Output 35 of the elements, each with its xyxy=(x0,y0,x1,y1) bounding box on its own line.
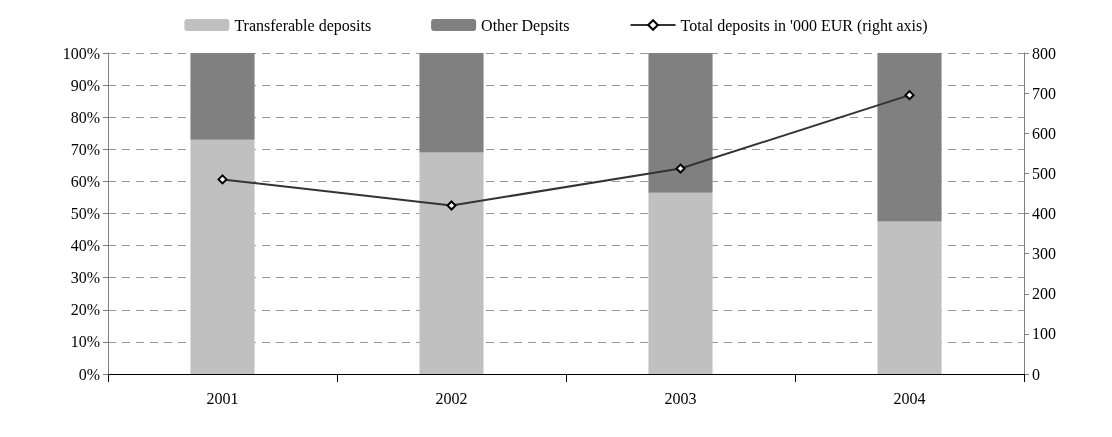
legend-label: Total deposits in '000 EUR (right axis) xyxy=(680,16,928,35)
y-tick-label: 30% xyxy=(70,269,100,287)
y-tick-label: 90% xyxy=(70,76,100,94)
bar xyxy=(877,221,942,374)
bar xyxy=(190,139,255,374)
bar xyxy=(877,53,942,222)
y-tick-label: 20% xyxy=(70,301,100,319)
y2-tick-label: 700 xyxy=(1032,84,1056,102)
y-tick-label: 0% xyxy=(78,365,100,383)
y2-tick-label: 200 xyxy=(1032,285,1056,303)
bar xyxy=(648,192,713,374)
y2-tick-label: 0 xyxy=(1032,365,1040,383)
bar xyxy=(190,53,255,140)
x-tick-label: 2002 xyxy=(435,389,468,407)
y2-tick-label: 300 xyxy=(1032,245,1056,263)
y-tick-label: 100% xyxy=(62,44,100,62)
x-tick-label: 2004 xyxy=(893,389,926,407)
y2-tick-label: 800 xyxy=(1032,44,1056,62)
y2-tick-label: 600 xyxy=(1032,124,1056,142)
legend-label: Transferable deposits xyxy=(234,16,372,35)
x-tick-label: 2001 xyxy=(206,389,239,407)
bar xyxy=(419,53,484,153)
y-tick-label: 60% xyxy=(70,172,100,190)
y2-tick-label: 100 xyxy=(1032,325,1056,343)
x-tick-label: 2003 xyxy=(664,389,697,407)
y-tick-label: 70% xyxy=(70,140,100,158)
y-tick-label: 80% xyxy=(70,108,100,126)
bar xyxy=(419,152,484,374)
y-tick-label: 40% xyxy=(70,237,100,255)
y2-tick-label: 400 xyxy=(1032,205,1056,222)
y2-tick-label: 500 xyxy=(1032,164,1056,182)
y-tick-label: 50% xyxy=(70,205,100,222)
bar xyxy=(648,53,713,193)
y-tick-label: 10% xyxy=(70,333,100,351)
legend-label: Other Depsits xyxy=(481,16,570,35)
